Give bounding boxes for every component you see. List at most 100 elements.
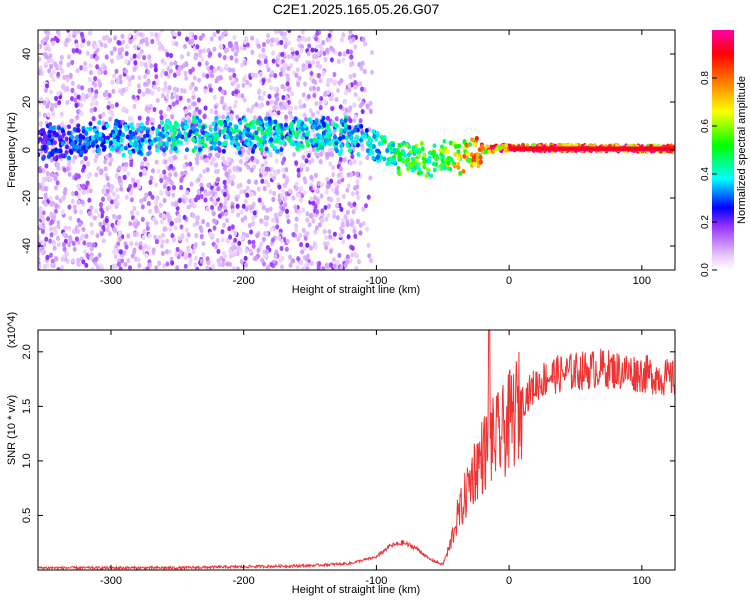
heatmap-cell <box>214 193 219 199</box>
heatmap-cell <box>407 163 412 169</box>
heatmap-cell <box>49 201 54 207</box>
heatmap-cell <box>133 35 138 41</box>
heatmap-cell <box>116 77 121 83</box>
heatmap-cell <box>67 171 72 177</box>
heatmap-cell <box>474 135 479 141</box>
heatmap-cell <box>336 58 341 64</box>
heatmap-cell <box>165 261 170 267</box>
heatmap-cell <box>191 119 196 124</box>
heatmap-cell <box>218 120 223 125</box>
heatmap-cell <box>188 31 193 37</box>
heatmap-cell <box>116 220 121 226</box>
heatmap-cell <box>245 79 250 85</box>
heatmap-cell <box>330 147 335 153</box>
heatmap-cell <box>260 166 265 172</box>
heatmap-cell <box>193 197 198 203</box>
heatmap-cell <box>103 43 108 49</box>
heatmap-x-tick-label: 0 <box>506 275 512 287</box>
heatmap-cell <box>285 135 290 141</box>
heatmap-cell <box>72 154 77 161</box>
heatmap-x-tick-label: -100 <box>365 275 387 287</box>
heatmap-cell <box>125 134 130 140</box>
heatmap-cell <box>90 143 95 148</box>
heatmap-cell <box>209 145 214 151</box>
heatmap-cell <box>494 147 499 153</box>
heatmap-cell <box>79 65 84 71</box>
heatmap-cell <box>358 118 363 124</box>
heatmap-cell <box>107 37 112 44</box>
heatmap-cell <box>302 123 307 129</box>
heatmap-cell <box>349 49 354 55</box>
heatmap-cell <box>396 165 401 171</box>
heatmap-cell <box>351 37 356 43</box>
heatmap-cell <box>318 78 323 84</box>
heatmap-cell <box>50 144 55 150</box>
heatmap-cell <box>307 222 312 228</box>
heatmap-cell <box>118 249 123 255</box>
heatmap-cell <box>146 245 151 251</box>
heatmap-cell <box>348 62 353 68</box>
heatmap-cell <box>274 249 279 255</box>
heatmap-cell <box>361 220 366 227</box>
heatmap-cell <box>140 204 145 210</box>
heatmap-cell <box>285 238 290 245</box>
heatmap-cell <box>313 229 318 235</box>
heatmap-cell <box>112 46 117 52</box>
heatmap-cell <box>296 167 301 173</box>
heatmap-cell <box>124 244 129 250</box>
heatmap-cell <box>245 185 250 191</box>
heatmap-cell <box>183 154 188 160</box>
heatmap-cell <box>411 160 416 166</box>
heatmap-cell <box>164 70 169 77</box>
heatmap-cell <box>145 132 150 138</box>
heatmap-cell <box>84 262 89 268</box>
heatmap-cell <box>249 108 254 114</box>
heatmap-cell <box>261 78 266 84</box>
heatmap-cell <box>149 130 154 136</box>
heatmap-cell <box>99 230 104 237</box>
heatmap-cell <box>137 42 142 48</box>
heatmap-cell <box>48 252 53 258</box>
heatmap-cell <box>165 238 170 244</box>
heatmap-cell <box>313 203 318 210</box>
heatmap-cell <box>141 91 146 97</box>
heatmap-cell <box>341 193 346 199</box>
heatmap-cell <box>291 130 296 136</box>
heatmap-cell <box>273 73 278 79</box>
heatmap-cell <box>67 204 72 210</box>
heatmap-cell <box>332 263 337 269</box>
heatmap-cell <box>61 242 66 248</box>
heatmap-cell <box>249 191 254 198</box>
heatmap-cell <box>162 183 167 190</box>
heatmap-cell <box>294 223 299 229</box>
heatmap-cell <box>45 83 50 89</box>
heatmap-cell <box>51 239 56 246</box>
heatmap-cell <box>163 146 168 151</box>
heatmap-cell <box>222 179 227 185</box>
heatmap-cell <box>231 265 236 270</box>
heatmap-cell <box>266 77 271 83</box>
heatmap-cell <box>238 248 243 255</box>
heatmap-cell <box>152 106 157 113</box>
heatmap-cell <box>88 121 93 127</box>
heatmap-cell <box>168 120 173 126</box>
heatmap-cell <box>220 229 225 235</box>
heatmap-cell <box>419 140 424 146</box>
heatmap-cell <box>276 129 281 134</box>
heatmap-cell <box>268 151 273 157</box>
heatmap-cell <box>386 144 391 150</box>
heatmap-cell <box>250 35 255 41</box>
heatmap-cell <box>197 77 202 83</box>
heatmap-cell <box>283 202 288 208</box>
heatmap-cell <box>137 88 142 94</box>
heatmap-cell <box>267 93 272 100</box>
heatmap-cell <box>81 189 86 195</box>
heatmap-cell <box>352 102 357 108</box>
heatmap-cell <box>143 62 148 68</box>
heatmap-cell <box>338 232 343 239</box>
heatmap-cell <box>315 31 320 37</box>
heatmap-cell <box>360 146 365 152</box>
heatmap-cell <box>72 228 77 235</box>
heatmap-cell <box>216 186 221 192</box>
heatmap-cell <box>186 232 191 238</box>
